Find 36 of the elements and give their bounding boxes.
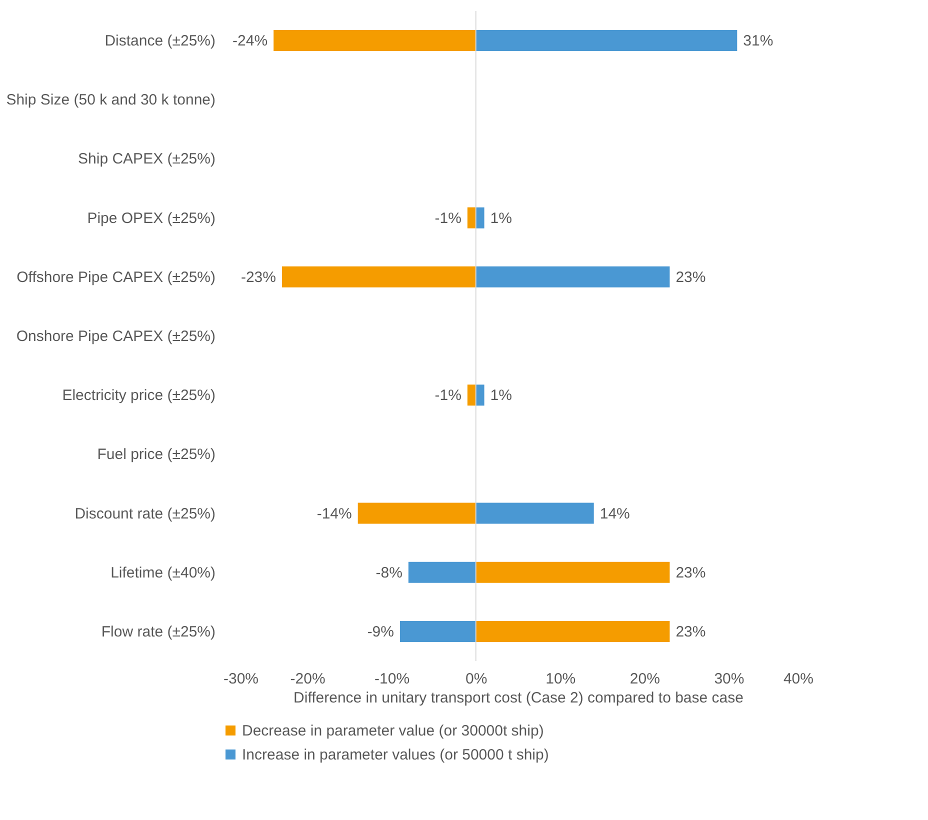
y-tick-label: Discount rate (±25%) <box>74 505 216 522</box>
y-tick-label: Electricity price (±25%) <box>62 387 216 404</box>
data-label: -24% <box>232 32 268 50</box>
data-label: 23% <box>676 268 706 286</box>
x-tick-label: 10% <box>546 670 576 688</box>
data-label: 23% <box>676 564 706 582</box>
x-tick-label: 30% <box>714 670 744 688</box>
x-tick-label: 0% <box>466 670 488 688</box>
x-axis-title: Difference in unitary transport cost (Case 2) compared to base case <box>294 690 744 706</box>
legend-label: Decrease in parameter value (or 30000t ship) <box>242 722 544 740</box>
x-tick-label: -10% <box>374 670 410 688</box>
legend-label: Increase in parameter values (or 50000 t ship) <box>242 746 549 764</box>
data-label: -9% <box>367 623 394 640</box>
y-tick-label: Flow rate (±25%) <box>101 623 216 640</box>
data-label: 1% <box>490 387 512 404</box>
data-label: 23% <box>676 623 706 640</box>
data-label: 1% <box>490 210 512 227</box>
y-tick-label: Offshore Pipe CAPEX (±25%) <box>16 268 216 286</box>
data-label: -1% <box>434 387 462 404</box>
x-tick-label: 40% <box>783 670 814 688</box>
y-tick-label: Pipe OPEX (±25%) <box>87 210 216 227</box>
y-tick-label: Ship Size (50 k and 30 k tonne) <box>6 92 216 109</box>
y-tick-label: Onshore Pipe CAPEX (±25%) <box>16 328 216 345</box>
data-label: -8% <box>376 564 402 582</box>
data-label: -14% <box>316 505 352 522</box>
data-label: 31% <box>743 32 774 50</box>
x-tick-label: -30% <box>224 670 259 688</box>
y-tick-label: Lifetime (±40%) <box>110 564 216 582</box>
x-tick-label: 20% <box>630 670 660 688</box>
data-label: 14% <box>600 505 630 522</box>
y-tick-label: Fuel price (±25%) <box>97 446 216 464</box>
data-label: -23% <box>240 268 276 286</box>
y-tick-label: Distance (±25%) <box>104 32 216 50</box>
y-tick-label: Ship CAPEX (±25%) <box>78 150 216 168</box>
data-label: -1% <box>434 210 462 227</box>
x-tick-label: -20% <box>290 670 326 688</box>
